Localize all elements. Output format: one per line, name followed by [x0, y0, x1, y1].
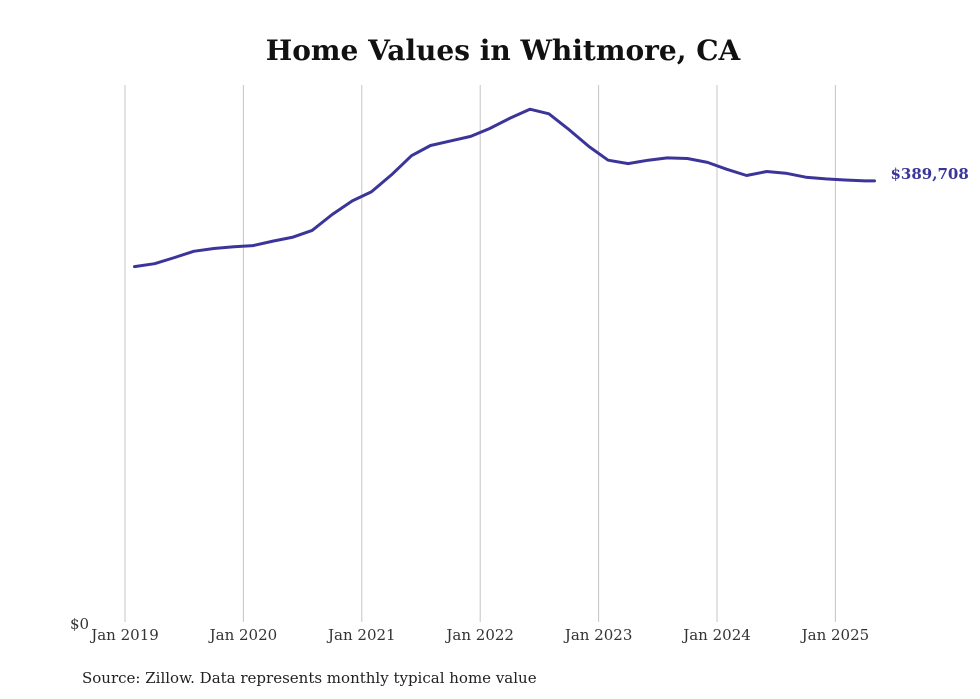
x-tick-label-5: Jan 2024 [681, 626, 751, 644]
x-tick-label-4: Jan 2023 [563, 626, 633, 644]
x-tick-label-6: Jan 2025 [800, 626, 870, 644]
grid-lines [124, 85, 836, 622]
y-tick-label-zero: $0 [70, 615, 89, 633]
x-axis-ticks: Jan 2019 Jan 2020 Jan 2021 Jan 2022 Jan 2023… [89, 626, 869, 644]
home-value-series-line [133, 107, 876, 269]
x-tick-label-0: Jan 2019 [89, 626, 159, 644]
x-tick-label-3: Jan 2022 [444, 626, 514, 644]
x-tick-label-2: Jan 2021 [326, 626, 396, 644]
source-note: Source: Zillow. Data represents monthly … [82, 669, 537, 687]
latest-value-label: $389,708 [890, 165, 968, 183]
x-tick-label-1: Jan 2020 [208, 626, 278, 644]
chart-title: Home Values in Whitmore, CA [266, 34, 742, 67]
